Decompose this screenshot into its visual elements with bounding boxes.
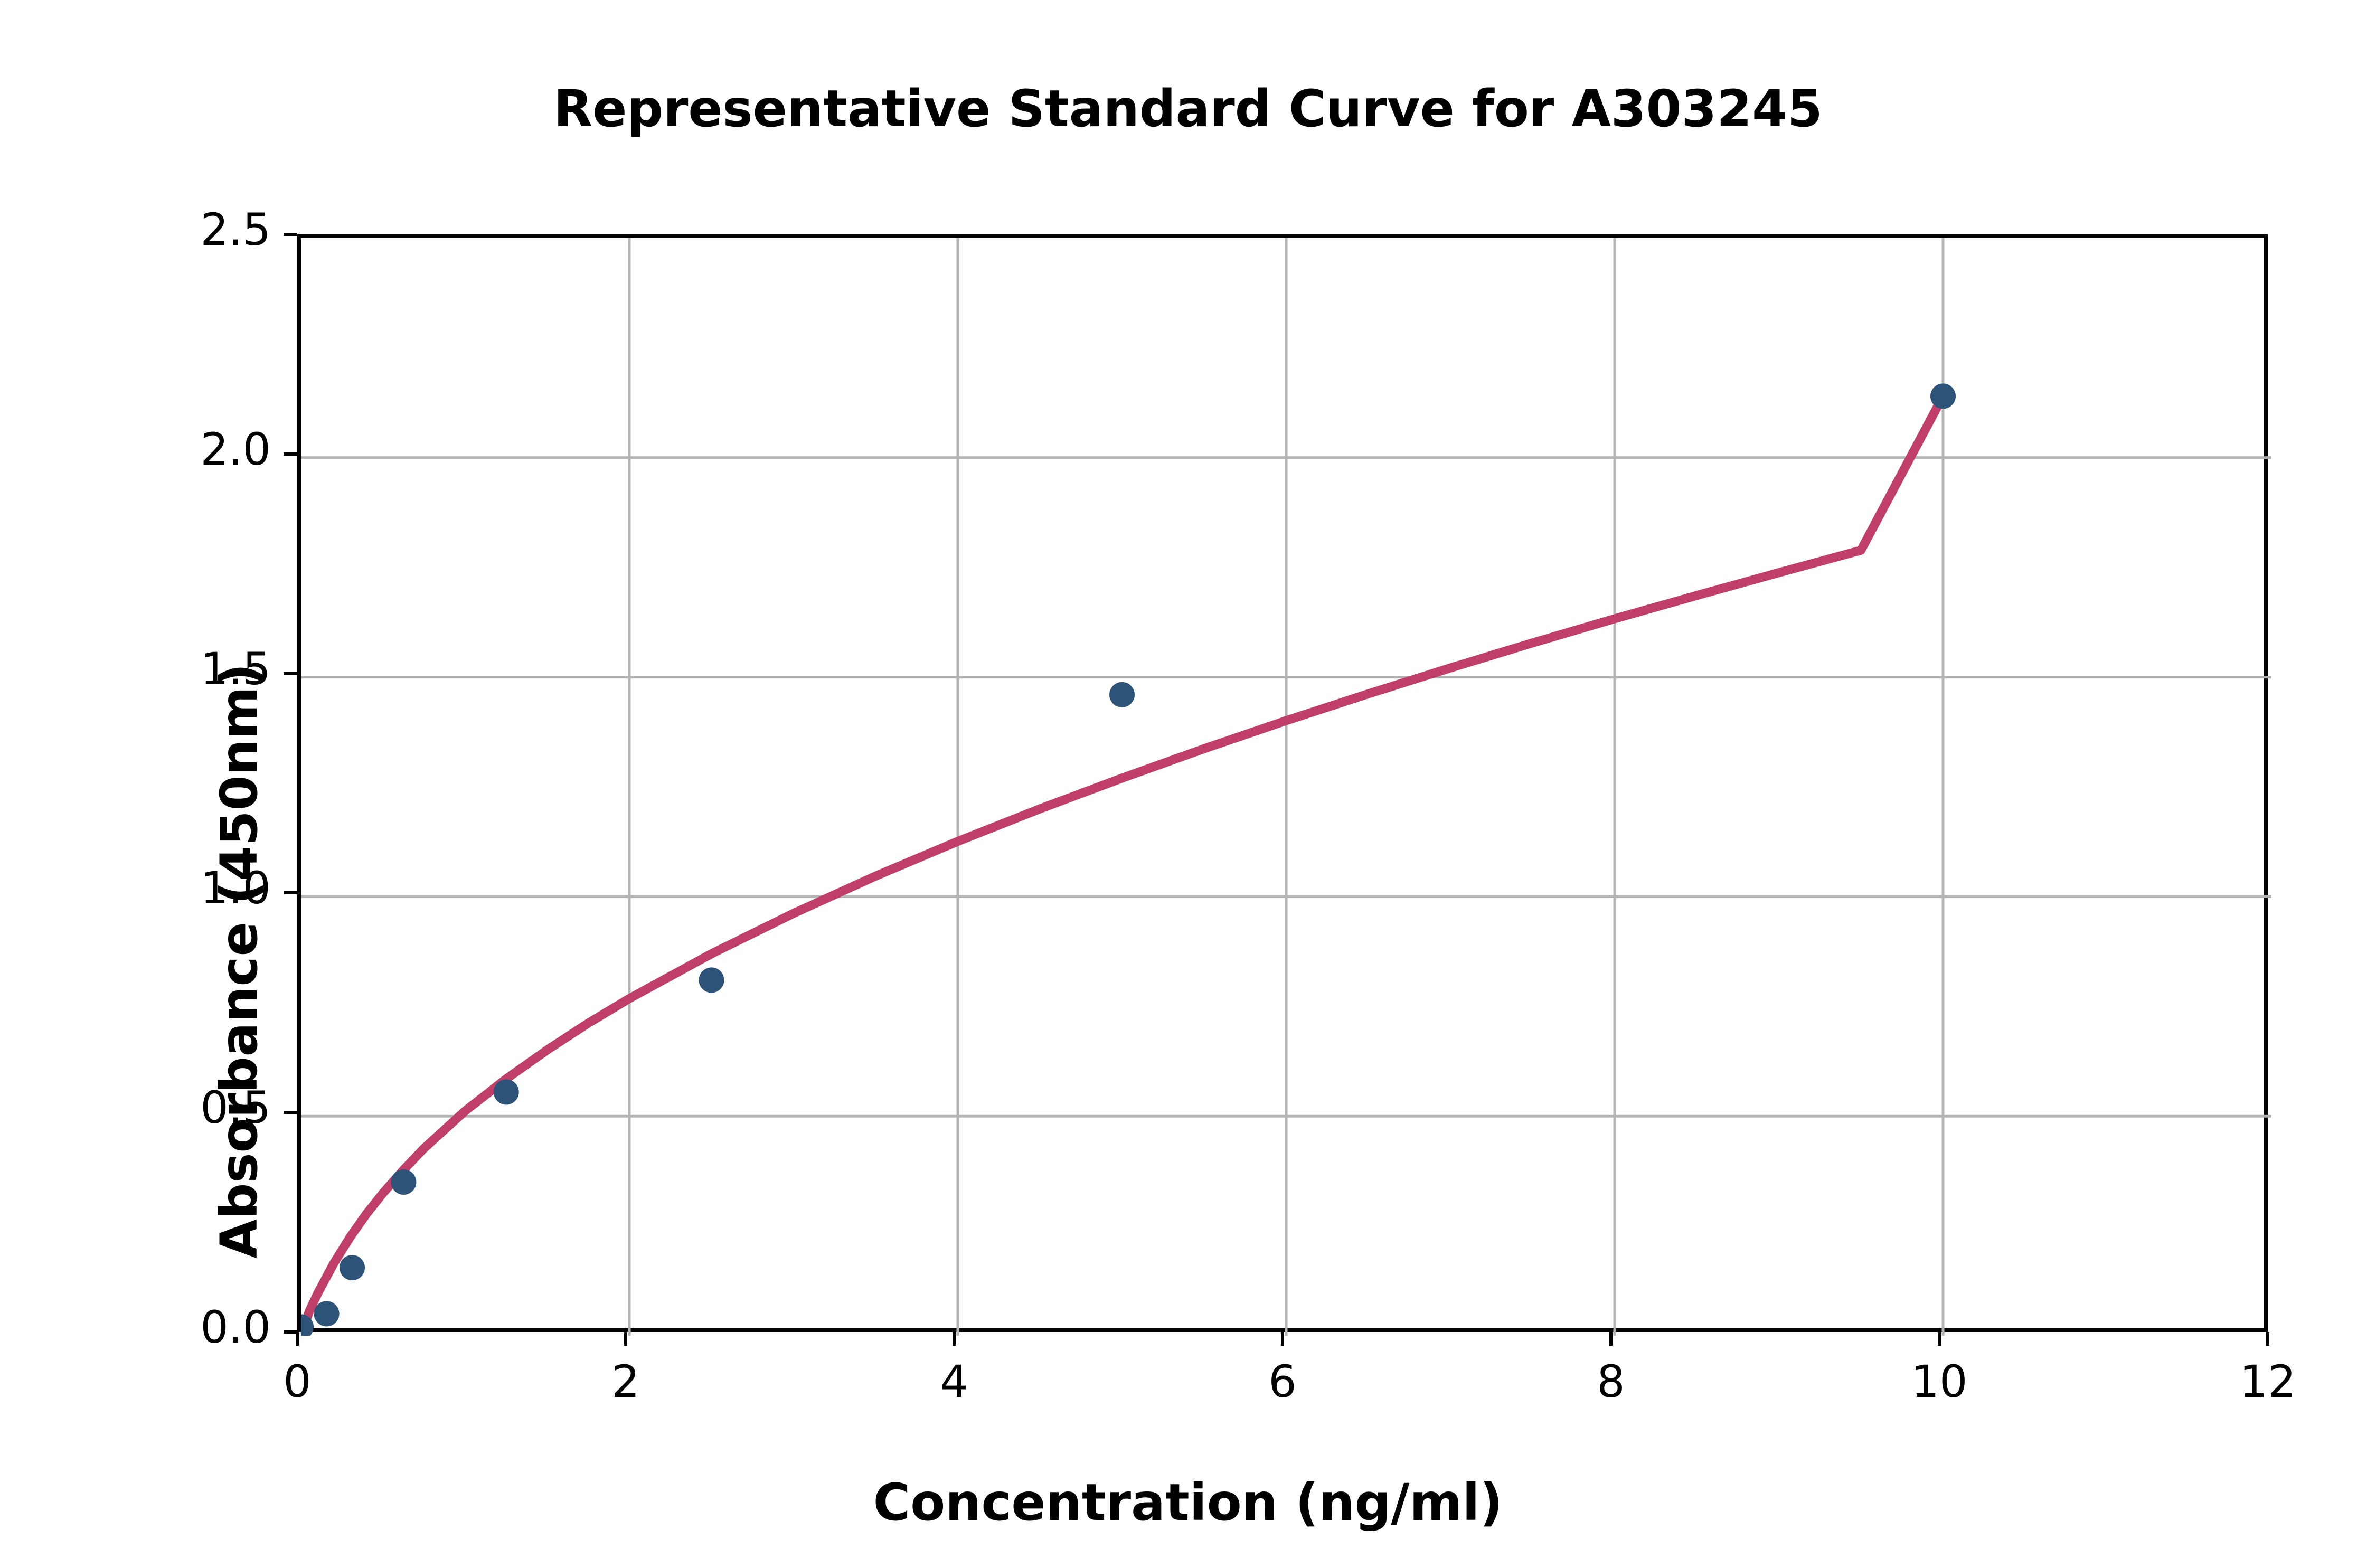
data-point [314,1301,340,1327]
plot-canvas [301,238,2271,1336]
fit-curve [301,391,1948,1336]
plot-area [297,234,2271,1336]
y-axis-label: Absorbance (450nm) [210,663,269,1259]
fit-curve-path [301,391,1948,1336]
x-axis-label: Concentration (ng/ml) [873,1473,1503,1532]
y-tick-label: 1.5 [200,643,271,695]
data-point [1930,383,1956,409]
data-point [391,1169,417,1195]
data-point [340,1255,365,1281]
x-tick-mark [1281,1332,1284,1346]
x-tick-mark [1609,1332,1613,1346]
data-points [301,383,1956,1336]
x-tick-mark [1938,1332,1941,1346]
x-tick-label: 0 [283,1356,312,1408]
y-tick-label: 0.0 [200,1301,271,1353]
data-point [1109,682,1135,707]
x-tick-label: 8 [1597,1356,1625,1408]
y-tick-mark [284,1111,297,1114]
x-tick-mark [2266,1332,2269,1346]
x-tick-label: 10 [1911,1356,1968,1408]
y-tick-label: 2.5 [200,204,271,256]
x-tick-mark [624,1332,627,1346]
x-tick-mark [953,1332,956,1346]
data-point [493,1079,519,1105]
x-tick-label: 2 [611,1356,640,1408]
x-tick-label: 4 [940,1356,968,1408]
chart-title: Representative Standard Curve for A30324… [553,79,1823,138]
data-point [699,967,724,993]
y-tick-label: 2.0 [200,423,271,475]
x-tick-label: 12 [2239,1356,2296,1408]
y-tick-mark [284,1330,297,1334]
x-tick-mark [296,1332,299,1346]
y-tick-label: 1.0 [200,862,271,914]
x-tick-label: 6 [1268,1356,1297,1408]
y-tick-mark [284,672,297,675]
gridlines [301,238,2271,1336]
y-tick-mark [284,233,297,236]
y-tick-label: 0.5 [200,1082,271,1134]
y-tick-mark [284,452,297,456]
y-tick-mark [284,891,297,895]
data-point [301,1314,314,1336]
